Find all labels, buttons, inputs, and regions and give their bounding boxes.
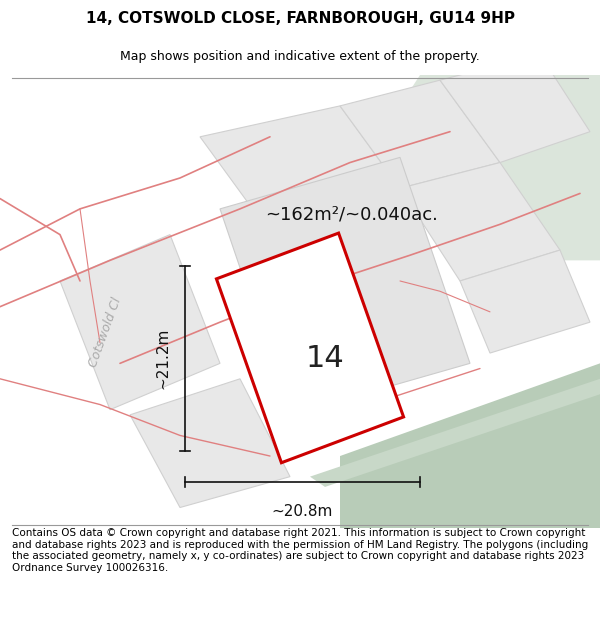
Text: Map shows position and indicative extent of the property.: Map shows position and indicative extent…: [120, 50, 480, 62]
Polygon shape: [200, 106, 400, 219]
Polygon shape: [460, 250, 590, 353]
Text: 14, COTSWOLD CLOSE, FARNBOROUGH, GU14 9HP: 14, COTSWOLD CLOSE, FARNBOROUGH, GU14 9H…: [86, 11, 515, 26]
Polygon shape: [217, 233, 404, 462]
Text: 14: 14: [305, 344, 344, 372]
Text: Cotswold Cl: Cotswold Cl: [86, 296, 124, 369]
Polygon shape: [340, 80, 500, 188]
Text: ~162m²/~0.040ac.: ~162m²/~0.040ac.: [265, 205, 438, 223]
Text: ~21.2m: ~21.2m: [155, 328, 170, 389]
Text: ~20.8m: ~20.8m: [272, 504, 333, 519]
Polygon shape: [400, 162, 560, 281]
Polygon shape: [310, 379, 600, 487]
Polygon shape: [220, 158, 470, 415]
Polygon shape: [440, 54, 590, 162]
Polygon shape: [130, 379, 290, 508]
Text: Contains OS data © Crown copyright and database right 2021. This information is : Contains OS data © Crown copyright and d…: [12, 528, 588, 573]
Polygon shape: [340, 363, 600, 528]
Polygon shape: [60, 234, 220, 410]
Polygon shape: [380, 75, 600, 261]
